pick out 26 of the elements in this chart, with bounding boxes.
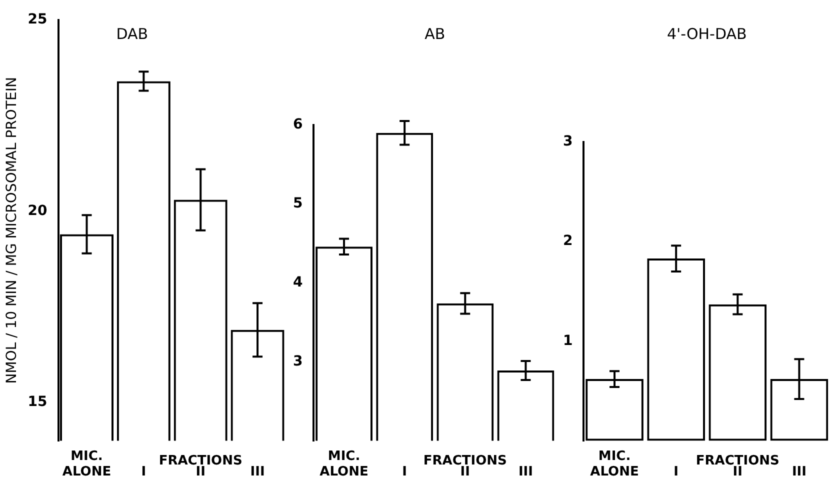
x-tick-label: III	[792, 464, 806, 480]
y-tick-label: 4	[292, 274, 303, 291]
x-tick-label: MIC. ALONE	[590, 448, 639, 480]
x-tick-label: I	[674, 464, 679, 480]
y-tick-label: 3	[292, 353, 303, 370]
x-tick-label: MIC. ALONE	[62, 448, 112, 480]
y-tick-label: 5	[292, 196, 303, 212]
x-tick-label: III	[518, 464, 533, 480]
y-tick-label: 2	[562, 233, 573, 250]
y-tick-label: 20	[28, 202, 48, 219]
y-tick-label: 15	[28, 394, 48, 410]
x-tick-label: III	[250, 464, 265, 480]
y-tick-label: 1	[562, 332, 573, 349]
y-axis-title: NMOL / 10 MIN / MG MICROSOMAL PROTEIN	[4, 77, 20, 384]
y-tick-label: 6	[292, 116, 303, 133]
chart-title: DAB	[116, 24, 148, 43]
chart-title: AB	[424, 24, 446, 43]
x-tick-label: II	[732, 464, 742, 480]
x-tick-label: II	[460, 464, 470, 480]
x-tick-label: MIC. ALONE	[320, 448, 368, 480]
chart-title: 4'-OH-DAB	[666, 24, 747, 43]
x-tick-label: I	[402, 464, 408, 480]
y-tick-label: 25	[28, 12, 48, 28]
x-tick-label: II	[196, 464, 206, 480]
x-tick-label: I	[141, 464, 146, 480]
y-tick-label: 3	[562, 134, 573, 150]
